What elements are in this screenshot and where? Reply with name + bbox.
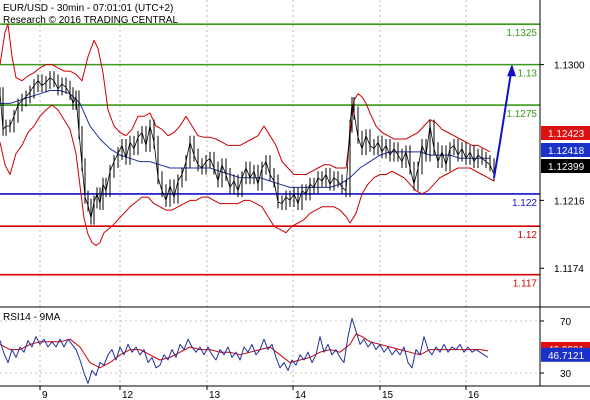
price-tag-box-1.12423 xyxy=(541,126,590,140)
rsi-tick-label-30: 30 xyxy=(560,369,572,380)
level-label-1.12: 1.12 xyxy=(518,230,538,241)
price-tag-box-1.12399 xyxy=(541,159,590,173)
price-tick-label-1.1300: 1.1300 xyxy=(554,61,585,72)
level-label-1.117: 1.117 xyxy=(513,279,538,290)
rsi-tag-box-46.7121 xyxy=(541,347,590,362)
price-tag-label-1.12418: 1.12418 xyxy=(548,146,585,157)
lower-band-line xyxy=(0,104,495,247)
rsi-layer xyxy=(0,317,540,384)
level-label-1.1325: 1.1325 xyxy=(506,28,537,39)
chart-header-line2: Research © 2016 TRADING CENTRAL xyxy=(3,15,178,26)
bands-layer xyxy=(0,23,495,247)
rsi-line xyxy=(0,317,489,384)
x-tick-label-15: 15 xyxy=(382,390,394,400)
rsi-header: RSI14 - 9MA xyxy=(3,312,61,323)
levels-layer: 1.1325 1.13 1.1275 1.122 1.12 1.117 xyxy=(0,23,540,290)
price-line xyxy=(0,77,495,219)
price-tag-label-1.12423: 1.12423 xyxy=(548,129,585,140)
x-tick-label-12: 12 xyxy=(122,390,134,400)
grid-layer xyxy=(39,0,467,386)
rsi-tag-label-46.7121: 46.7121 xyxy=(548,351,585,362)
price-layer xyxy=(0,64,516,225)
price-tick-label-1.1216: 1.1216 xyxy=(554,196,585,207)
price-tag-box-1.12418 xyxy=(541,143,590,157)
price-tag-label-1.12399: 1.12399 xyxy=(548,162,585,173)
rsi-tick-label-70: 70 xyxy=(560,317,572,328)
level-label-1.122: 1.122 xyxy=(512,198,537,209)
forecast-arrow-head xyxy=(507,64,516,77)
moving-average-line xyxy=(0,90,490,188)
x-tick-label-14: 14 xyxy=(295,390,307,400)
chart-header-line1: EUR/USD - 30min - 07:01:01 (UTC+2) xyxy=(3,3,173,14)
rsi-ma-line xyxy=(0,333,489,369)
level-label-1.13: 1.13 xyxy=(518,69,538,80)
forecast-arrow-line xyxy=(493,66,513,178)
x-tick-label-9: 9 xyxy=(42,390,48,400)
price-tick-label-1.1174: 1.1174 xyxy=(554,264,584,275)
level-label-1.1275: 1.1275 xyxy=(506,109,537,120)
x-tick-label-13: 13 xyxy=(209,390,221,400)
upper-band-line xyxy=(0,23,491,175)
x-tick-label-16: 16 xyxy=(468,390,480,400)
